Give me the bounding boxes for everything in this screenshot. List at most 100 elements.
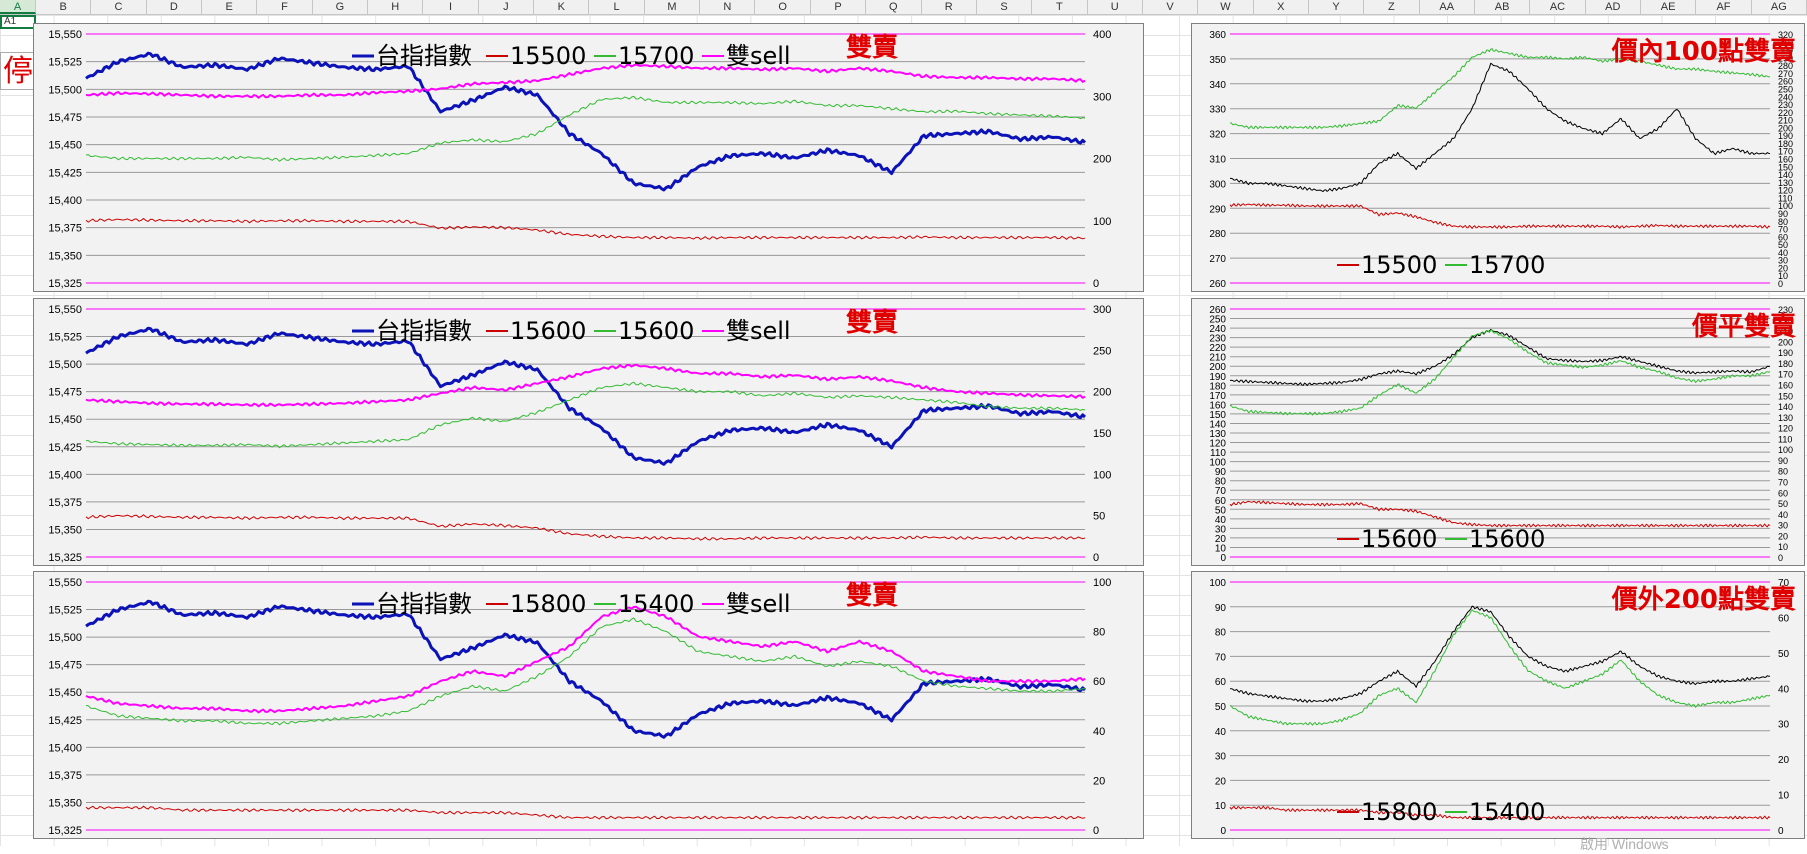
- y-right-tick-label: 310: [1778, 38, 1793, 48]
- y-right-tick-label: 220: [1778, 108, 1793, 118]
- y-left-tick-label: 240: [1209, 324, 1226, 335]
- y-right-tick-label: 50: [1093, 511, 1105, 523]
- y-right-tick-label: 110: [1778, 193, 1792, 203]
- column-header-u[interactable]: U: [1088, 0, 1143, 14]
- y-left-tick-label: 40: [1215, 515, 1227, 526]
- legend-entry: 台指指數: [376, 42, 472, 70]
- column-header-ab[interactable]: AB: [1475, 0, 1531, 14]
- column-header-t[interactable]: T: [1032, 0, 1088, 14]
- series-line: [1229, 203, 1771, 229]
- column-header-ag[interactable]: AG: [1752, 0, 1807, 14]
- y-right-tick-label: 150: [1778, 391, 1793, 401]
- y-right-tick-label: 210: [1778, 116, 1793, 126]
- legend-entry: 15400: [618, 590, 694, 618]
- y-left-tick-label: 190: [1209, 372, 1226, 383]
- column-header-ad[interactable]: AD: [1586, 0, 1641, 14]
- y-right-tick-label: 200: [1778, 123, 1793, 133]
- y-right-tick-label: 40: [1778, 684, 1790, 695]
- y-left-tick-label: 15,500: [48, 632, 82, 644]
- chart-panel-right-2[interactable]: 260 250 240 230 220 210 200 190 180 170 160 150 140 1…: [1191, 298, 1805, 566]
- y-right-tick-label: 320: [1778, 30, 1793, 40]
- chart-panel-right-1[interactable]: 360 350 340 330 320 310 300 290 280 270 260 320 310 3…: [1191, 23, 1805, 292]
- column-header-ac[interactable]: AC: [1530, 0, 1586, 14]
- chart-title: 雙賣: [846, 581, 899, 611]
- y-right-tick-label: 0: [1093, 825, 1099, 837]
- y-left-tick-label: 15,425: [48, 167, 82, 179]
- y-left-tick-label: 320: [1209, 130, 1226, 141]
- y-left-tick-label: 30: [1215, 752, 1227, 763]
- plot-area: [86, 309, 1085, 557]
- y-right-tick-label: 400: [1093, 29, 1111, 41]
- y-right-tick-label: 50: [1778, 499, 1788, 509]
- column-header-e[interactable]: E: [202, 0, 258, 14]
- column-header-g[interactable]: G: [313, 0, 369, 14]
- chart-panel-left-2[interactable]: 15,550 15,525 15,500 15,475 15,450 15,425 15,4…: [33, 298, 1144, 566]
- y-right-tick-label: 160: [1778, 380, 1793, 390]
- column-header-s[interactable]: S: [977, 0, 1033, 14]
- column-header-l[interactable]: L: [589, 0, 645, 14]
- series-line: [85, 51, 1087, 192]
- series-line: [1229, 805, 1771, 820]
- series-line: [1229, 609, 1771, 726]
- y-left-tick-label: 15,475: [48, 387, 82, 399]
- column-header-a[interactable]: A: [0, 0, 36, 14]
- series-line: [85, 95, 1086, 162]
- column-header-af[interactable]: AF: [1696, 0, 1752, 14]
- column-header-ae[interactable]: AE: [1641, 0, 1697, 14]
- y-right-tick-label: 40: [1778, 248, 1788, 258]
- chart-svg: 3603503403303203103002902802702603203103…: [1209, 30, 1797, 290]
- column-header-q[interactable]: Q: [866, 0, 922, 14]
- y-left-tick-label: 15,375: [48, 497, 82, 509]
- series-line: [1229, 48, 1771, 130]
- y-left-tick-label: 15,525: [48, 57, 82, 69]
- legend-entry: 雙sell: [726, 42, 791, 70]
- chart-panel-left-1[interactable]: 15,550 15,525 15,500 15,475 15,450 15,425 15,4…: [33, 23, 1144, 292]
- column-header-aa[interactable]: AA: [1420, 0, 1475, 14]
- legend-entry: 15600: [1361, 525, 1437, 553]
- column-header-y[interactable]: Y: [1309, 0, 1365, 14]
- column-header-k[interactable]: K: [534, 0, 590, 14]
- y-left-tick-label: 50: [1215, 702, 1227, 713]
- column-header-b[interactable]: B: [36, 0, 92, 14]
- y-right-tick-label: 100: [1778, 201, 1793, 211]
- legend-entry: 15500: [510, 42, 586, 70]
- column-header-o[interactable]: O: [755, 0, 811, 14]
- y-left-tick-label: 15,350: [48, 250, 82, 262]
- column-header-r[interactable]: R: [922, 0, 977, 14]
- column-header-v[interactable]: V: [1143, 0, 1199, 14]
- y-left-tick-label: 120: [1209, 439, 1226, 450]
- y-right-tick-label: 0: [1778, 553, 1783, 563]
- y-left-tick-label: 15,400: [48, 742, 82, 754]
- y-right-tick-label: 230: [1778, 305, 1793, 315]
- column-header-z[interactable]: Z: [1364, 0, 1420, 14]
- column-header-w[interactable]: W: [1198, 0, 1254, 14]
- column-header-p[interactable]: P: [811, 0, 867, 14]
- column-header-i[interactable]: I: [423, 0, 479, 14]
- y-left-tick-label: 15,550: [48, 577, 82, 589]
- chart-svg: 15,550 15,525 15,500 15,475 15,450 15,425 15,4…: [48, 29, 1111, 290]
- column-header-f[interactable]: F: [257, 0, 313, 14]
- column-header-d[interactable]: D: [147, 0, 203, 14]
- legend-entry: 15500: [1361, 251, 1437, 279]
- active-cell-a1[interactable]: A1: [0, 15, 36, 29]
- y-left-tick-label: 15,375: [48, 770, 82, 782]
- y-left-tick-label: 15,550: [48, 304, 82, 316]
- chart-panel-left-3[interactable]: 15,550 15,525 15,500 15,475 15,450 15,425 15,4…: [33, 571, 1144, 839]
- y-left-tick-label: 100: [1209, 578, 1226, 589]
- column-header-j[interactable]: J: [479, 0, 535, 14]
- y-left-tick-label: 60: [1215, 677, 1227, 688]
- column-header-x[interactable]: X: [1254, 0, 1309, 14]
- legend-entry: 15700: [1469, 251, 1545, 279]
- y-left-tick-label: 360: [1209, 30, 1226, 41]
- column-header-n[interactable]: N: [700, 0, 756, 14]
- series-line: [85, 605, 1086, 714]
- column-header-h[interactable]: H: [368, 0, 424, 14]
- y-left-tick-label: 180: [1209, 381, 1226, 392]
- y-right-tick-label: 20: [1778, 755, 1790, 766]
- chart-panel-right-3[interactable]: 100 90 80 70 60 50 40 30 20 10 0 70 60 50 40 30 20 10 0 158…: [1191, 571, 1805, 839]
- y-right-tick-label: 140: [1778, 402, 1793, 412]
- y-right-tick-label: 150: [1778, 162, 1793, 172]
- y-left-tick-label: 15,450: [48, 687, 82, 699]
- column-header-m[interactable]: M: [645, 0, 701, 14]
- column-header-c[interactable]: C: [91, 0, 147, 14]
